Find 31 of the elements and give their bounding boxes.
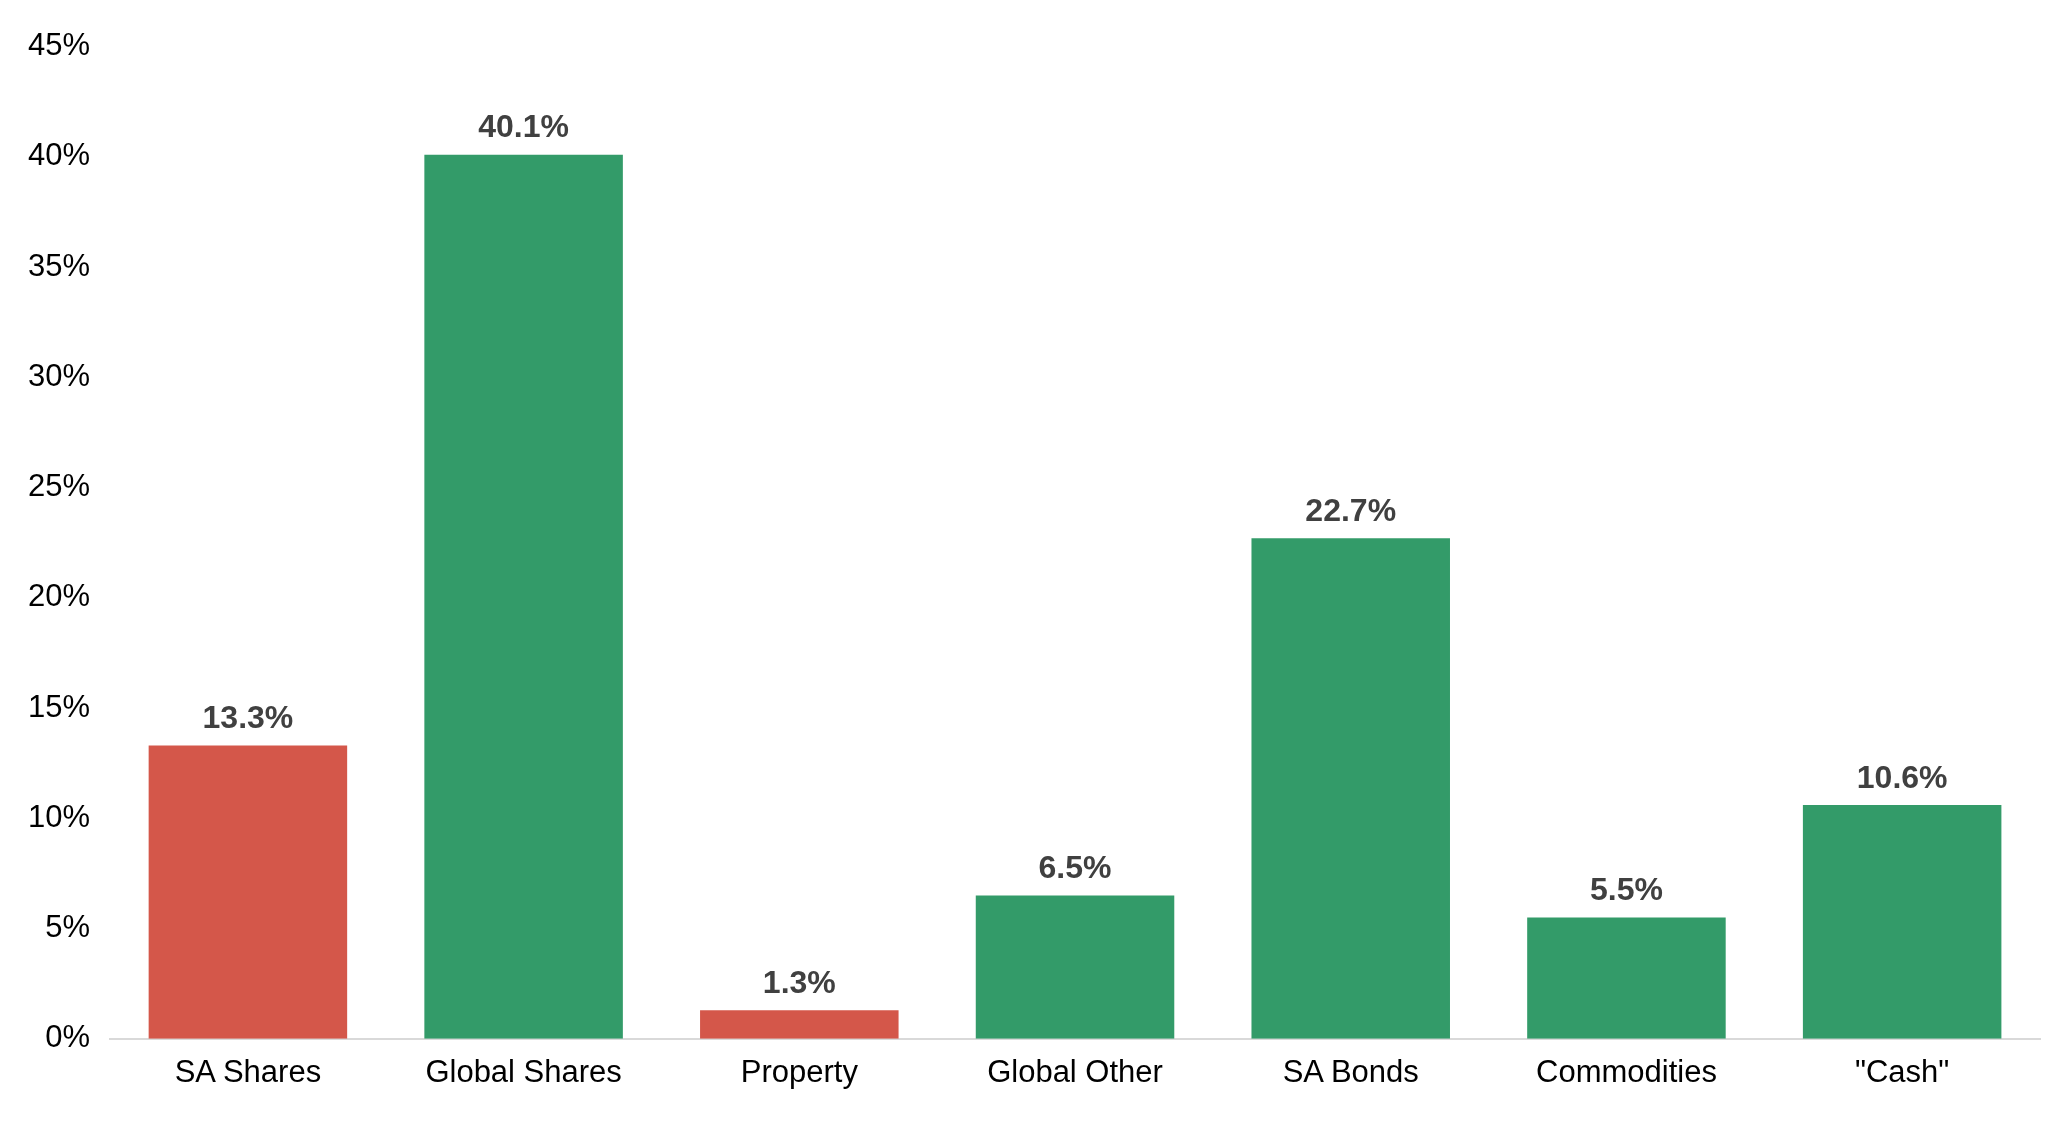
y-tick-label: 0% <box>45 1019 91 1055</box>
y-tick-label: 30% <box>28 357 91 393</box>
data-label: 10.6% <box>1856 758 1948 795</box>
data-label: 1.3% <box>762 963 836 1000</box>
x-tick-label: Global Other <box>987 1053 1163 1089</box>
bar <box>975 895 1175 1039</box>
data-label: 13.3% <box>202 699 294 736</box>
y-tick-label: 40% <box>28 137 91 173</box>
data-label: 6.5% <box>1038 849 1112 886</box>
bar <box>1251 538 1450 1039</box>
x-tick-label: SA Bonds <box>1282 1053 1419 1089</box>
data-label: 40.1% <box>478 108 569 145</box>
x-tick-label: Property <box>740 1053 859 1089</box>
bar <box>1802 805 2002 1039</box>
bar <box>1527 917 1726 1039</box>
x-tick-label: SA Shares <box>174 1053 322 1089</box>
y-tick-label: 10% <box>28 798 91 834</box>
y-tick-label: 15% <box>28 688 91 724</box>
x-tick-label: "Cash" <box>1854 1053 1950 1089</box>
y-tick-label: 45% <box>28 27 91 63</box>
x-tick-label: Global Shares <box>425 1053 622 1089</box>
y-tick-label: 20% <box>28 578 91 614</box>
bar <box>148 745 348 1039</box>
y-tick-label: 25% <box>28 468 91 504</box>
bar <box>700 1010 899 1039</box>
y-tick-label: 5% <box>45 909 91 945</box>
x-tick-label: Commodities <box>1535 1053 1717 1089</box>
data-label: 22.7% <box>1305 492 1397 529</box>
data-label: 5.5% <box>1589 871 1663 908</box>
y-tick-label: 35% <box>28 247 91 283</box>
bar <box>424 154 623 1039</box>
